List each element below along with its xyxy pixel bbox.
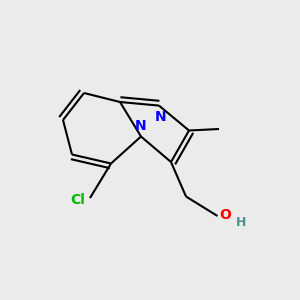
Text: O: O [219,208,231,222]
Text: N: N [155,110,166,124]
Text: H: H [236,216,246,229]
Text: N: N [135,119,147,133]
Text: Cl: Cl [70,193,86,206]
